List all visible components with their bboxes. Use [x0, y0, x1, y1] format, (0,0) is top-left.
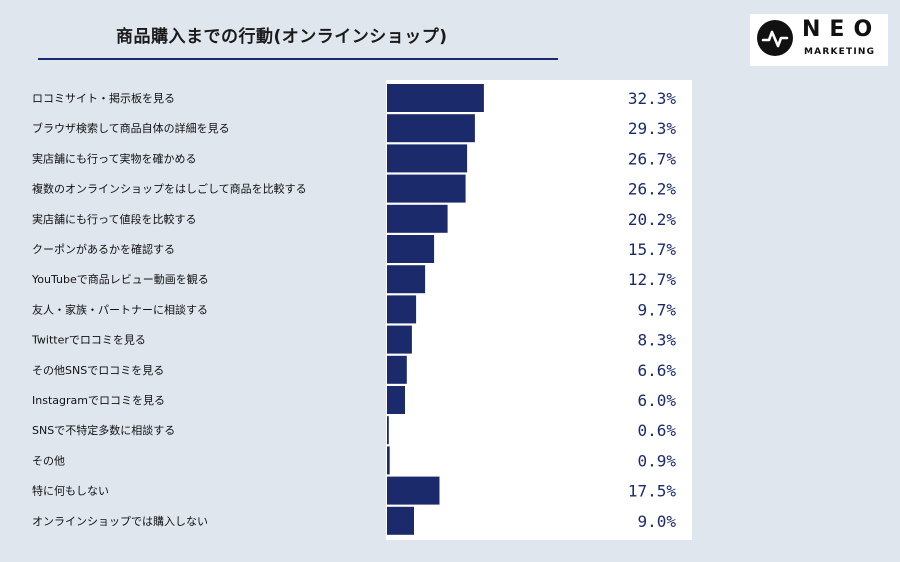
value-label: 6.6% [637, 361, 676, 380]
category-label: オンラインショップでは購入しない [32, 514, 208, 528]
category-label: Twitterでロコミを見る [31, 334, 146, 347]
value-label: 9.0% [637, 512, 676, 531]
category-label: Instagramでロコミを見る [32, 394, 165, 407]
category-label: YouTubeで商品レビュー動画を観る [31, 272, 209, 286]
value-label: 15.7% [628, 240, 677, 259]
bar [387, 265, 426, 294]
bar [387, 295, 417, 324]
value-label: 9.7% [637, 300, 676, 319]
value-label: 26.2% [628, 180, 677, 199]
bar [387, 174, 466, 203]
category-label: 複数のオンラインショップをはしごして商品を比較する [32, 182, 307, 196]
title-area: 商品購入までの行動(オンラインショップ) [38, 18, 558, 60]
category-label: 友人・家族・パートナーに相談する [32, 302, 208, 316]
category-label: 特に何もしない [32, 484, 109, 498]
bar [387, 506, 414, 535]
value-label: 8.3% [637, 331, 676, 350]
value-label: 0.9% [637, 451, 676, 470]
category-label: ブラウザ検索して商品自体の詳細を見る [32, 121, 230, 135]
category-label: 実店舗にも行って値段を比較する [32, 212, 196, 226]
category-label: その他SNSでロコミを見る [32, 364, 164, 377]
value-label: 0.6% [637, 421, 676, 440]
bar [387, 355, 407, 384]
logo-tagline: MARKETING [804, 47, 876, 57]
bar [387, 114, 475, 143]
bar [387, 386, 405, 414]
category-label: 実店舗にも行って実物を確かめる [32, 151, 196, 165]
bar [387, 476, 440, 505]
logo-wordmark: NEO [802, 17, 882, 42]
value-label: 32.3% [628, 89, 677, 108]
category-label: SNSで不特定多数に相談する [32, 423, 175, 437]
bar [387, 84, 484, 112]
category-label: ロコミサイト・掲示板を見る [32, 91, 175, 105]
value-label: 12.7% [628, 270, 677, 289]
value-label: 17.5% [628, 482, 677, 501]
value-label: 26.7% [628, 149, 677, 168]
bar [387, 235, 435, 263]
page-title: 商品購入までの行動(オンラインショップ) [116, 27, 448, 47]
category-label: その他 [32, 454, 65, 467]
bar [387, 144, 468, 173]
pulse-circle-icon [757, 20, 793, 56]
bar [387, 204, 448, 233]
value-label: 29.3% [628, 119, 677, 138]
bar [387, 416, 389, 445]
category-label: クーポンがあるかを確認する [32, 242, 175, 256]
value-label: 6.0% [637, 391, 676, 410]
bar [387, 325, 412, 354]
logo: NEO MARKETING [750, 14, 888, 66]
value-label: 20.2% [628, 210, 677, 229]
bar [387, 446, 390, 475]
